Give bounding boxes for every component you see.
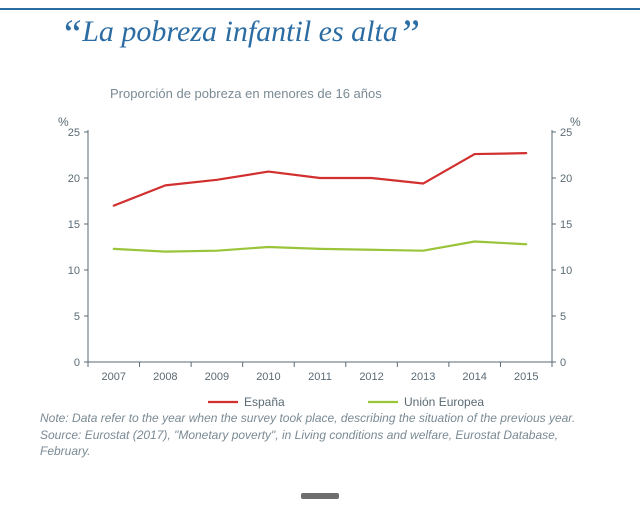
xtick-label: 2012 — [359, 371, 383, 383]
ytick-label-left: 25 — [68, 127, 80, 139]
ytick-label-left: 20 — [68, 173, 80, 185]
series-line — [114, 153, 526, 205]
page-title: “La pobreza infantil es alta” — [60, 14, 620, 54]
footnote-note-line: Note: Data refer to the year when the su… — [40, 410, 600, 426]
ytick-label-left: 15 — [68, 219, 80, 231]
xtick-label: 2007 — [102, 371, 126, 383]
ytick-label-right: 5 — [560, 311, 566, 323]
title-text: La pobreza infantil es alta — [82, 15, 398, 48]
xtick-label: 2009 — [205, 371, 229, 383]
chart-subtitle: Proporción de pobreza en menores de 16 a… — [110, 86, 382, 101]
footnote-source-text: Eurostat (2017), "Monetary poverty", in … — [40, 428, 558, 458]
xtick-label: 2010 — [256, 371, 280, 383]
ytick-label-right: 20 — [560, 173, 572, 185]
slide-indicator — [301, 493, 339, 499]
ytick-label-right: 10 — [560, 265, 572, 277]
xtick-label: 2014 — [462, 371, 486, 383]
xtick-label: 2013 — [411, 371, 435, 383]
logo-arc-right — [34, 22, 50, 54]
series-line — [114, 241, 526, 251]
ytick-label-right: 15 — [560, 219, 572, 231]
xtick-label: 2008 — [153, 371, 177, 383]
ytick-label-right: 25 — [560, 127, 572, 139]
footnote-source-label: Source: — [40, 428, 81, 442]
xtick-label: 2015 — [514, 371, 538, 383]
xtick-label: 2011 — [308, 371, 332, 383]
chart-area: %%00551010151520202525200720082009201020… — [40, 110, 600, 420]
slide: “La pobreza infantil es alta” Proporción… — [0, 0, 640, 507]
ytick-label-left: 0 — [74, 357, 80, 369]
logo-arc-left — [18, 22, 34, 54]
ytick-label-right: 0 — [560, 357, 566, 369]
top-divider — [0, 8, 640, 10]
quote-close: ” — [398, 11, 420, 56]
line-chart: %%00551010151520202525200720082009201020… — [40, 110, 600, 420]
footnote-note-label: Note: — [40, 411, 69, 425]
ytick-label-left: 5 — [74, 311, 80, 323]
footnote-source-line: Source: Eurostat (2017), "Monetary pover… — [40, 427, 600, 459]
legend-label: España — [244, 395, 285, 409]
quote-open: “ — [60, 11, 82, 56]
footnote: Note: Data refer to the year when the su… — [40, 410, 600, 459]
footnote-note-text: Data refer to the year when the survey t… — [69, 411, 576, 425]
ytick-label-left: 10 — [68, 265, 80, 277]
legend-label: Unión Europea — [404, 395, 484, 409]
oecd-logo — [14, 18, 54, 58]
